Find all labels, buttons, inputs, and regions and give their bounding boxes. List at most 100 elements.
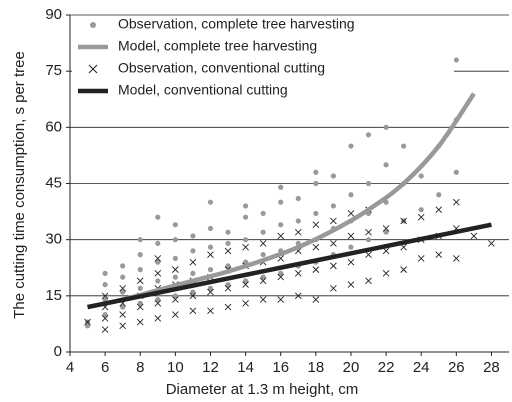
point [347,232,355,240]
point [101,292,109,300]
point [260,229,266,235]
point [172,222,178,228]
point [243,214,249,220]
y-tick-label: 0 [54,343,62,360]
point [190,270,196,276]
point [119,285,126,292]
point [453,57,459,63]
point [453,198,460,206]
point [383,229,389,235]
point [348,244,354,250]
point [259,296,267,303]
point [330,262,337,270]
point [330,217,337,225]
point [365,228,372,236]
point [155,296,161,303]
point [347,258,355,266]
point [435,206,443,214]
x-axis-label: Diameter at 1.3 m height, cm [166,381,359,398]
point [260,274,266,280]
legend-label: Model, complete tree harvesting [118,38,317,54]
x-tick-label: 16 [272,359,289,376]
point [365,132,372,138]
point [330,240,337,247]
point [312,296,320,303]
point [120,263,126,269]
point [225,240,231,247]
point [417,213,425,221]
point [278,184,284,190]
point [242,281,249,288]
point [348,143,354,149]
point [278,222,284,228]
point [383,124,389,130]
point [190,233,196,239]
y-tick-label: 30 [45,231,62,248]
point [102,270,108,276]
point [313,210,319,217]
point [224,303,232,311]
y-tick-label: 15 [45,287,62,304]
point [190,289,196,295]
point [207,251,214,258]
x-tick-label: 22 [378,359,395,376]
model-line [87,222,492,310]
point [383,162,389,168]
point [207,285,214,291]
point [295,218,301,224]
point [137,252,143,258]
point [207,244,214,250]
y-axis-label: The cutting time consumption, s per tree [11,51,28,319]
point [435,251,443,258]
point [242,243,249,251]
legend-marker [90,22,96,28]
point [225,282,231,288]
point [84,323,91,329]
point [277,232,285,240]
point [154,300,162,307]
point [436,192,442,198]
x-tick-label: 18 [307,359,324,376]
point [260,252,266,258]
point [154,314,162,322]
x-tick-label: 28 [483,359,500,376]
point [312,266,320,273]
point [119,322,126,330]
legend-marker [88,64,98,74]
point [207,267,214,273]
point [155,214,161,220]
point [155,278,161,284]
point [207,288,214,296]
point [120,274,126,280]
point [101,326,109,333]
point [312,243,320,251]
x-tick-label: 20 [343,359,360,376]
point [172,266,179,273]
point [365,180,372,187]
point [313,180,319,187]
legend-label: Model, conventional cutting [118,82,288,98]
point [417,255,425,262]
point [225,229,231,235]
legend-label: Observation, complete tree harvesting [118,16,355,32]
point [313,169,319,175]
y-tick-label: 60 [45,118,62,135]
point [136,303,144,311]
x-tick-label: 14 [237,359,254,376]
point [207,225,214,232]
point [488,240,495,247]
point [120,304,126,310]
point [453,255,460,262]
point [470,232,478,240]
point [418,173,424,179]
point [243,203,249,209]
x-tick-label: 24 [413,359,430,376]
point [278,270,284,276]
point [382,247,390,255]
x-tick-label: 8 [136,359,144,376]
point [243,278,249,284]
point [330,203,336,209]
y-tick-label: 90 [45,6,62,23]
point [277,296,285,303]
point [189,292,197,300]
